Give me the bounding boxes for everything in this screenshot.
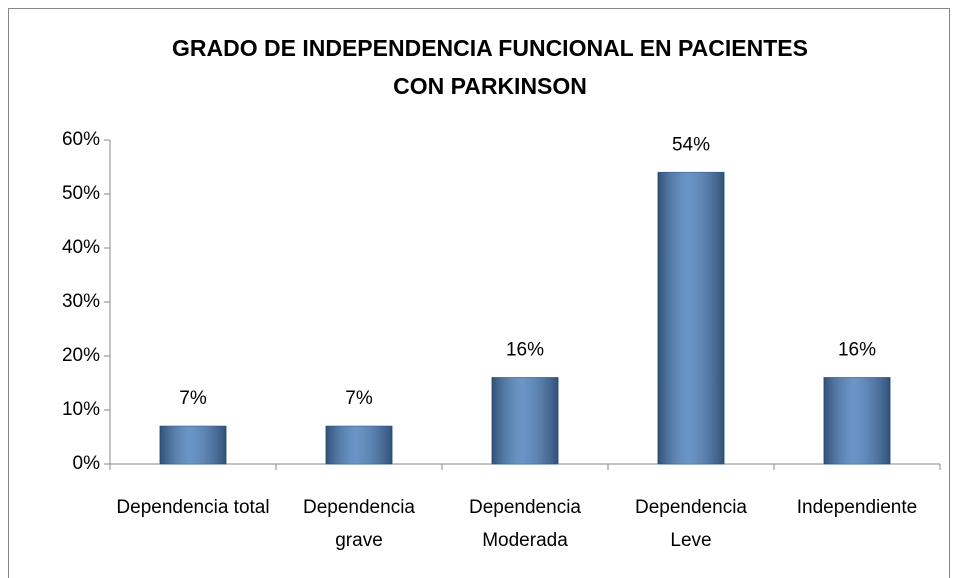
data-label: 7%: [345, 388, 373, 409]
chart-title: GRADO DE INDEPENDENCIA FUNCIONAL EN PACI…: [172, 35, 808, 61]
data-label: 54%: [672, 134, 710, 155]
x-tick-label: Independiente: [796, 497, 918, 518]
y-tick-label: 50%: [62, 183, 100, 204]
y-tick-label: 10%: [62, 399, 100, 420]
y-tick-label: 30%: [62, 291, 100, 312]
y-tick-label: 20%: [62, 345, 100, 366]
y-tick-label: 60%: [62, 129, 100, 150]
x-tick-label: Dependencia Leve: [635, 497, 747, 551]
chart-title: CON PARKINSON: [393, 73, 587, 99]
y-tick-label: 0%: [73, 453, 101, 474]
data-label: 16%: [838, 340, 876, 361]
bar: [325, 425, 393, 465]
data-label: 7%: [179, 388, 207, 409]
x-tick-label: Dependencia grave: [303, 497, 415, 551]
chart-border: [8, 8, 950, 578]
bar: [159, 425, 227, 465]
bar: [657, 171, 725, 465]
x-tick-label: Dependencia Moderada: [469, 497, 581, 551]
y-tick-label: 40%: [62, 237, 100, 258]
x-tick-label: Dependencia total: [116, 497, 270, 518]
bar: [823, 377, 891, 465]
bar: [491, 377, 559, 465]
data-label: 16%: [506, 340, 544, 361]
